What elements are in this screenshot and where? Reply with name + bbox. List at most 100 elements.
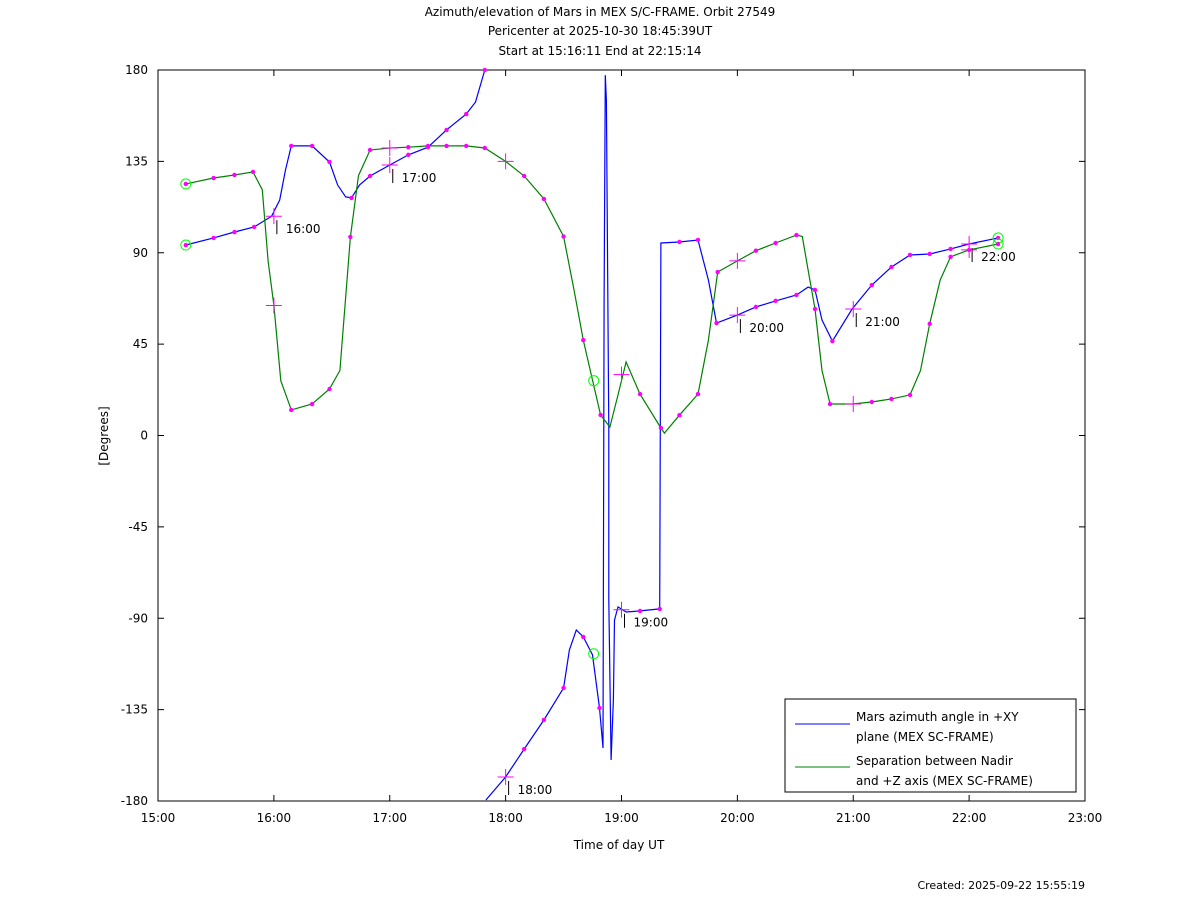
data-point-azimuth — [869, 282, 874, 288]
hour-label: 17:00 — [402, 171, 437, 185]
data-point-azimuth — [211, 235, 216, 241]
data-point-azimuth — [889, 264, 894, 270]
x-tick-label: 16:00 — [257, 811, 292, 825]
chart-title: Azimuth/elevation of Mars in MEX S/C-FRA… — [424, 5, 776, 19]
legend-label-separation-1: Separation between Nadir — [856, 754, 1013, 768]
data-point-azimuth — [637, 608, 643, 614]
data-point-azimuth — [657, 606, 662, 612]
data-point-separation — [812, 306, 818, 312]
legend-label-azimuth-2: plane (MEX SC-FRAME) — [856, 730, 994, 744]
x-tick-label: 19:00 — [604, 811, 639, 825]
data-point-separation — [425, 143, 431, 149]
x-tick-label: 20:00 — [720, 811, 755, 825]
x-tick-label: 23:00 — [1068, 811, 1103, 825]
data-point-azimuth — [521, 746, 527, 752]
data-point-separation — [907, 392, 913, 398]
data-point-azimuth — [812, 287, 818, 293]
data-point-separation — [581, 337, 586, 343]
pericenter-marker-separation — [588, 375, 600, 387]
data-point-azimuth — [327, 159, 332, 165]
y-tick-label: 135 — [125, 154, 148, 168]
data-point-separation — [715, 269, 720, 275]
data-point-separation — [753, 248, 759, 253]
data-point-separation — [541, 196, 547, 202]
y-tick-label: -45 — [128, 520, 148, 534]
data-point-separation — [464, 143, 469, 149]
x-tick-label: 18:00 — [488, 811, 523, 825]
hour-label: 16:00 — [286, 222, 321, 236]
data-point-azimuth — [482, 67, 487, 73]
data-point-separation — [598, 412, 603, 418]
data-point-azimuth — [232, 229, 237, 235]
data-point-separation — [444, 143, 449, 149]
data-point-azimuth — [948, 246, 953, 252]
data-point-azimuth — [753, 304, 759, 310]
data-point-azimuth — [444, 127, 449, 133]
data-point-separation — [927, 321, 932, 327]
data-point-separation — [695, 391, 701, 397]
hour-label: 19:00 — [634, 616, 669, 630]
data-point-separation — [406, 144, 411, 150]
end-marker-separation — [992, 238, 1004, 250]
data-point-azimuth — [677, 239, 682, 245]
x-tick-label: 21:00 — [836, 811, 871, 825]
data-point-azimuth — [406, 152, 411, 158]
plot-frame — [157, 69, 1086, 802]
y-tick-label: -90 — [128, 611, 148, 625]
y-axis-label: [Degrees] — [97, 406, 111, 465]
data-point-azimuth — [773, 298, 778, 304]
data-point-azimuth — [714, 320, 719, 326]
data-point-azimuth — [541, 717, 547, 723]
legend-box — [784, 698, 1077, 793]
data-point-separation — [827, 401, 833, 407]
data-point-separation — [289, 407, 294, 413]
data-point-separation — [211, 175, 216, 181]
data-point-separation — [869, 399, 874, 405]
data-point-separation — [561, 234, 566, 239]
data-point-separation — [367, 147, 373, 153]
chart-subtitle-pericenter: Pericenter at 2025-10-30 18:45:39UT — [487, 24, 713, 38]
data-point-azimuth — [907, 252, 913, 258]
data-point-separation — [794, 232, 799, 238]
data-point-azimuth — [367, 173, 373, 179]
y-tick-label: 0 — [140, 429, 148, 443]
data-point-separation — [521, 173, 527, 179]
data-point-azimuth — [309, 143, 315, 149]
y-tick-label: 180 — [125, 63, 148, 77]
hour-label: 22:00 — [981, 250, 1016, 264]
data-point-separation — [232, 172, 237, 178]
start-marker-azimuth — [180, 239, 192, 251]
data-point-separation — [250, 169, 256, 175]
y-tick-label: -180 — [121, 794, 148, 808]
x-axis-label: Time of day UT — [573, 838, 665, 852]
created-timestamp: Created: 2025-09-22 15:55:19 — [917, 879, 1085, 892]
hour-label: 20:00 — [749, 321, 784, 335]
y-tick-label: 45 — [133, 337, 148, 351]
data-point-separation — [348, 234, 353, 240]
data-point-separation — [677, 412, 682, 418]
hour-label: 18:00 — [518, 783, 553, 797]
data-point-azimuth — [927, 251, 932, 257]
x-tick-label: 17:00 — [372, 811, 407, 825]
data-point-azimuth — [183, 242, 189, 248]
data-point-separation — [995, 241, 1001, 247]
x-tick-label: 15:00 — [141, 811, 176, 825]
data-point-azimuth — [289, 143, 294, 149]
chart-subtitle-start-end: Start at 15:16:11 End at 22:15:14 — [498, 44, 702, 58]
y-tick-label: 90 — [133, 246, 148, 260]
data-point-separation — [482, 145, 487, 151]
series-line-separation — [185, 145, 999, 435]
data-point-separation — [309, 401, 315, 407]
series-line-azimuth — [185, 69, 999, 801]
data-point-separation — [948, 254, 953, 260]
data-point-azimuth — [695, 237, 701, 243]
data-point-separation — [889, 396, 894, 402]
hour-label: 21:00 — [865, 315, 900, 329]
x-tick-label: 22:00 — [952, 811, 987, 825]
data-point-azimuth — [830, 338, 835, 344]
legend: Mars azimuth angle in +XY plane (MEX SC-… — [784, 698, 1077, 793]
data-point-azimuth — [581, 634, 586, 640]
data-point-azimuth — [597, 705, 602, 711]
data-point-azimuth — [349, 195, 354, 201]
